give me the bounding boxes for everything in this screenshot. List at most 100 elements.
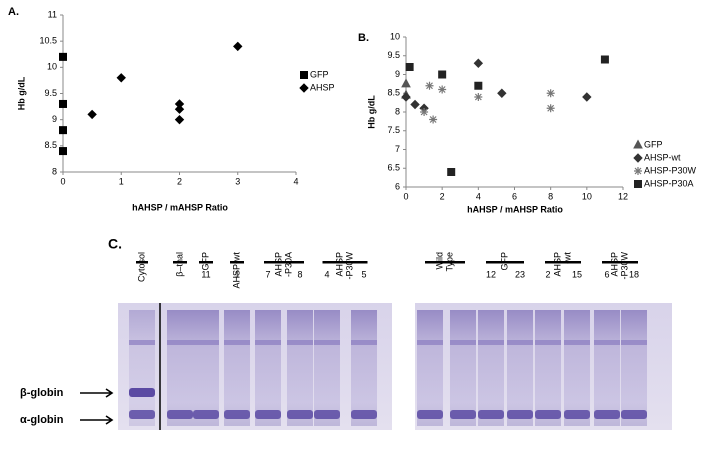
band-label: β-globin	[20, 387, 64, 399]
gel-band	[351, 410, 377, 419]
marker	[546, 104, 555, 113]
gel-band	[564, 340, 590, 345]
y-tick-label: 9	[52, 114, 57, 124]
lane-number: 11	[201, 269, 210, 279]
x-axis-label: hAHSP / mAHSP Ratio	[132, 202, 228, 212]
x-tick-label: 0	[60, 176, 65, 186]
gel-lane	[417, 310, 443, 426]
marker	[59, 52, 67, 61]
gel-band	[507, 410, 533, 419]
lane-label: AHSP	[273, 252, 283, 277]
gel-lane	[314, 310, 340, 426]
lane-bar	[264, 261, 304, 264]
gel-lane	[224, 310, 250, 426]
gel-band	[129, 340, 155, 345]
x-tick-label: 8	[548, 191, 553, 201]
legend-marker	[634, 167, 642, 175]
marker	[420, 108, 429, 116]
marker	[87, 109, 97, 120]
y-tick-label: 11	[48, 9, 57, 19]
gel-band	[129, 410, 155, 419]
gel-lane	[564, 310, 590, 426]
lane-bar	[486, 261, 524, 264]
gel-lane	[478, 310, 504, 426]
legend-marker	[634, 180, 642, 188]
gel-band	[450, 410, 476, 419]
panel-title: C.	[108, 236, 122, 252]
lane-bar	[136, 261, 148, 264]
y-tick-label: 8	[52, 166, 57, 176]
lane-number: 2	[545, 269, 550, 279]
lane-label: -wt	[562, 252, 572, 264]
marker	[401, 78, 411, 88]
lane-label: β–thal	[174, 252, 184, 277]
lane-number: 15	[572, 269, 582, 279]
lane-label: -P30W	[619, 252, 629, 280]
marker	[497, 88, 507, 98]
lane-number: 6	[604, 269, 609, 279]
gel-band	[287, 410, 313, 419]
y-tick-label: 10	[390, 31, 400, 41]
gel-band	[535, 410, 561, 419]
gel-band	[224, 410, 250, 419]
y-tick-label: 8.5	[44, 140, 57, 150]
marker	[116, 73, 126, 83]
y-tick-label: 6	[395, 181, 400, 191]
marker	[473, 58, 484, 68]
legend-marker	[299, 83, 309, 93]
gel-band	[129, 388, 155, 397]
legend-label: AHSP	[310, 82, 335, 92]
chart-title: B.	[358, 32, 369, 44]
lane-number: 4	[324, 269, 329, 279]
lane-label: AHSP	[609, 252, 619, 277]
gel-lane	[594, 310, 620, 426]
x-tick-label: 4	[476, 191, 481, 201]
marker	[582, 92, 592, 102]
gel-band	[535, 340, 561, 345]
gel-lane	[621, 310, 647, 426]
gel-band	[564, 410, 590, 419]
marker	[429, 115, 438, 124]
lane-label: Wild	[434, 252, 444, 270]
gel-band	[193, 340, 219, 345]
y-tick-label: 7.5	[387, 125, 400, 135]
gel-lane	[129, 310, 155, 426]
gel-lane	[255, 310, 281, 426]
y-tick-label: 7	[395, 144, 400, 154]
lane-number: 23	[515, 269, 525, 279]
y-tick-label: 10	[47, 62, 57, 72]
marker	[233, 41, 243, 52]
lane-bar	[173, 261, 187, 264]
gel-band	[507, 340, 533, 345]
lane-number: 1	[234, 269, 239, 279]
lane-number: 18	[629, 269, 639, 279]
lane-number: 7	[265, 269, 270, 279]
gel-band	[314, 410, 340, 419]
gel-band	[167, 410, 193, 419]
legend-label: AHSP-P30A	[644, 178, 694, 188]
x-tick-label: 6	[512, 191, 517, 201]
marker	[600, 55, 609, 64]
y-tick-label: 9.5	[387, 50, 400, 60]
lane-bar	[602, 261, 638, 264]
legend-label: AHSP-P30W	[644, 165, 697, 175]
y-tick-label: 9	[395, 69, 400, 79]
lane-bar	[322, 261, 368, 264]
x-tick-label: 12	[618, 191, 628, 201]
gel-band	[255, 340, 281, 345]
lane-number: 5	[361, 269, 366, 279]
gel-band	[417, 410, 443, 419]
marker	[438, 85, 447, 94]
marker	[174, 114, 185, 125]
gel-band	[351, 340, 377, 345]
marker	[401, 92, 411, 102]
marker	[438, 70, 447, 79]
legend-label: GFP	[644, 139, 663, 149]
lane-number: 8	[297, 269, 302, 279]
lane-label: -P30A	[283, 252, 293, 277]
gel-band	[621, 340, 647, 345]
marker	[425, 81, 434, 90]
x-axis-label: hAHSP / mAHSP Ratio	[467, 204, 563, 214]
gel-lane	[287, 310, 313, 426]
marker	[447, 168, 456, 176]
